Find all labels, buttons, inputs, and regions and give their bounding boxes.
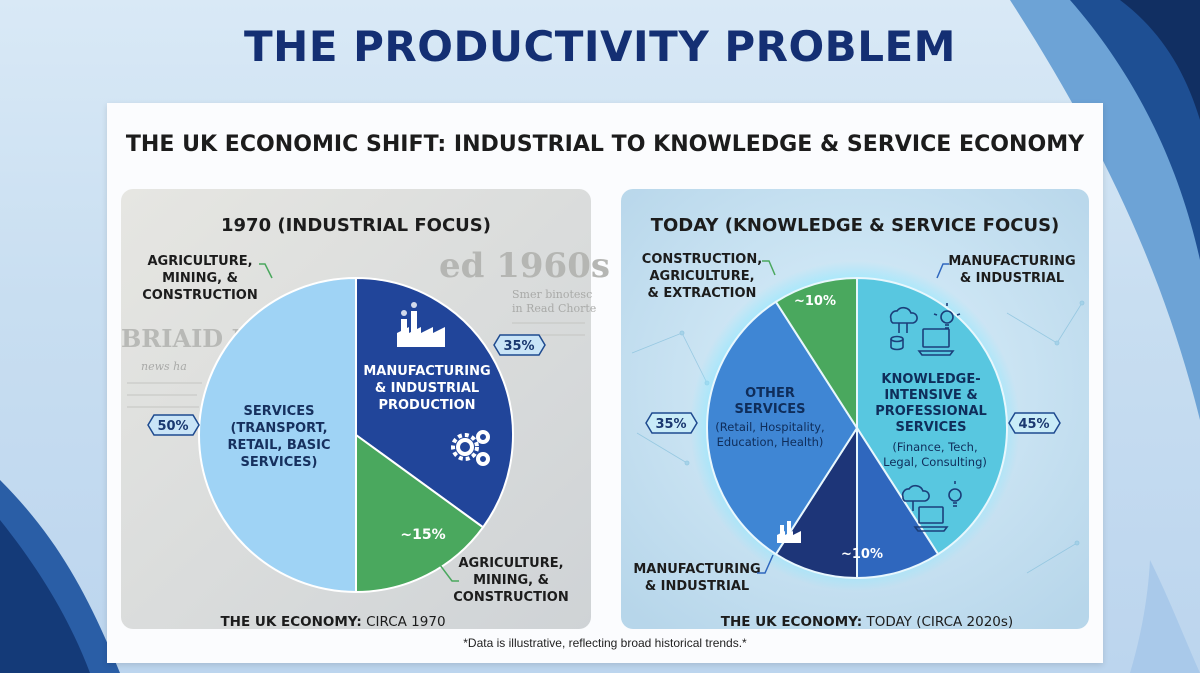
- right-slice-label-knowledge: KNOWLEDGE-INTENSIVE & PROFESSIONAL SERVICE…: [875, 372, 987, 435]
- right-pie-slice-4: [774, 276, 858, 432]
- right-chart-caption: THE UK ECONOMY: TODAY (CIRCA 2020s): [721, 614, 1013, 630]
- left-slice-label-manufacturing: MANUFACTURING & INDUSTRIAL PRODUCTION: [363, 364, 490, 413]
- right-caption-rest: TODAY (CIRCA 2020s): [865, 614, 1013, 630]
- infographic-title: THE UK ECONOMIC SHIFT: INDUSTRIAL TO KNO…: [125, 131, 1085, 157]
- svg-text:AGRICULTURE,MINING, &CONSTRUCT: AGRICULTURE, MINING, & CONSTRUCTION: [453, 556, 568, 605]
- left-caption-rest: CIRCA 1970: [366, 614, 445, 630]
- badge-45-right-text: 45%: [1018, 417, 1049, 432]
- cloud-icon: [889, 306, 918, 351]
- left-pie-slice-0: [355, 276, 514, 529]
- badge-35-text: 35%: [503, 339, 534, 354]
- badge-50-left: 50%: [147, 414, 200, 436]
- infographic-card: THE UK ECONOMIC SHIFT: INDUSTRIAL TO KNO…: [107, 103, 1103, 663]
- newspaper-line: Smer binotesc: [512, 288, 592, 301]
- right-slice-value-manufacturing: ~10%: [841, 547, 883, 562]
- lightbulb-icon: [933, 303, 961, 329]
- factory-icon: [777, 521, 801, 543]
- right-caption-bold: THE UK ECONOMY:: [721, 614, 862, 630]
- svg-text:CONSTRUCTION,AGRICULTURE,& EXT: CONSTRUCTION, AGRICULTURE, & EXTRACTION: [642, 252, 762, 301]
- left-chart-title: 1970 (INDUSTRIAL FOCUS): [221, 215, 491, 236]
- right-pie: [705, 276, 1008, 580]
- cloud-icon: [901, 484, 930, 511]
- right-callout-manufacturing-top: MANUFACTURING & INDUSTRIAL: [936, 254, 1076, 286]
- right-slice-value-construction: ~10%: [794, 294, 836, 309]
- badge-35-right: 35%: [645, 412, 698, 434]
- footnote: *Data is illustrative, reflecting broad …: [463, 636, 747, 650]
- right-slice-sublabel-knowledge: (Finance, Tech, Legal, Consulting): [883, 440, 987, 469]
- right-slice-sublabel-other: (Retail, Hospitality, Education, Health): [715, 420, 824, 449]
- badge-45-right: 45%: [1008, 412, 1061, 434]
- newspaper-headline: ed 1960s: [439, 246, 610, 286]
- svg-text:AGRICULTURE,MINING, &CONSTRUCT: AGRICULTURE, MINING, & CONSTRUCTION: [142, 254, 257, 303]
- badge-35-right-text: 35%: [655, 417, 686, 432]
- right-pie-slice-1: [856, 424, 940, 580]
- left-pie-slice-2: [198, 276, 357, 594]
- svg-text:MANUFACTURING& INDUSTRIAL: MANUFACTURING & INDUSTRIAL: [633, 562, 760, 594]
- left-slice-label-services: SERVICES (TRANSPORT, RETAIL, BASIC SERVICES…: [227, 404, 330, 470]
- left-callout-bottom: AGRICULTURE, MINING, & CONSTRUCTION: [436, 556, 569, 605]
- newspaper-line: in Read Chorte: [512, 302, 596, 315]
- left-slice-value-agriculture: ~15%: [400, 527, 445, 543]
- right-pie-slice-3: [705, 300, 859, 556]
- laptop-icon: [913, 506, 949, 532]
- right-chart-title: TODAY (KNOWLEDGE & SERVICE FOCUS): [651, 215, 1060, 236]
- right-callout-manufacturing-bottom: MANUFACTURING & INDUSTRIAL: [633, 554, 774, 594]
- left-caption-bold: THE UK ECONOMY:: [220, 614, 361, 630]
- gears-icon: [451, 430, 490, 466]
- newspaper-texture: ed 1960s Smer binotesc in Read Chorte BR…: [121, 246, 610, 408]
- laptop-icon: [917, 328, 955, 356]
- right-callout-construction: CONSTRUCTION, AGRICULTURE, & EXTRACTION: [642, 252, 776, 301]
- left-pie: [198, 276, 514, 594]
- lightbulb-icon: [948, 481, 962, 507]
- left-pie-slice-1: [355, 433, 485, 594]
- svg-text:MANUFACTURING& INDUSTRIAL: MANUFACTURING & INDUSTRIAL: [948, 254, 1075, 286]
- charts-canvas: ed 1960s Smer binotesc in Read Chorte BR…: [121, 189, 1089, 630]
- badge-50-text: 50%: [157, 419, 188, 434]
- newspaper-line: news ha: [141, 360, 187, 373]
- badge-35-left: 35%: [493, 334, 546, 356]
- right-slice-label-other: OTHER SERVICES: [735, 386, 806, 417]
- left-chart-caption: THE UK ECONOMY: CIRCA 1970: [220, 614, 445, 630]
- factory-icon: [397, 302, 445, 347]
- left-callout-top: AGRICULTURE, MINING, & CONSTRUCTION: [142, 254, 273, 303]
- page-title: THE PRODUCTIVITY PROBLEM: [244, 22, 956, 71]
